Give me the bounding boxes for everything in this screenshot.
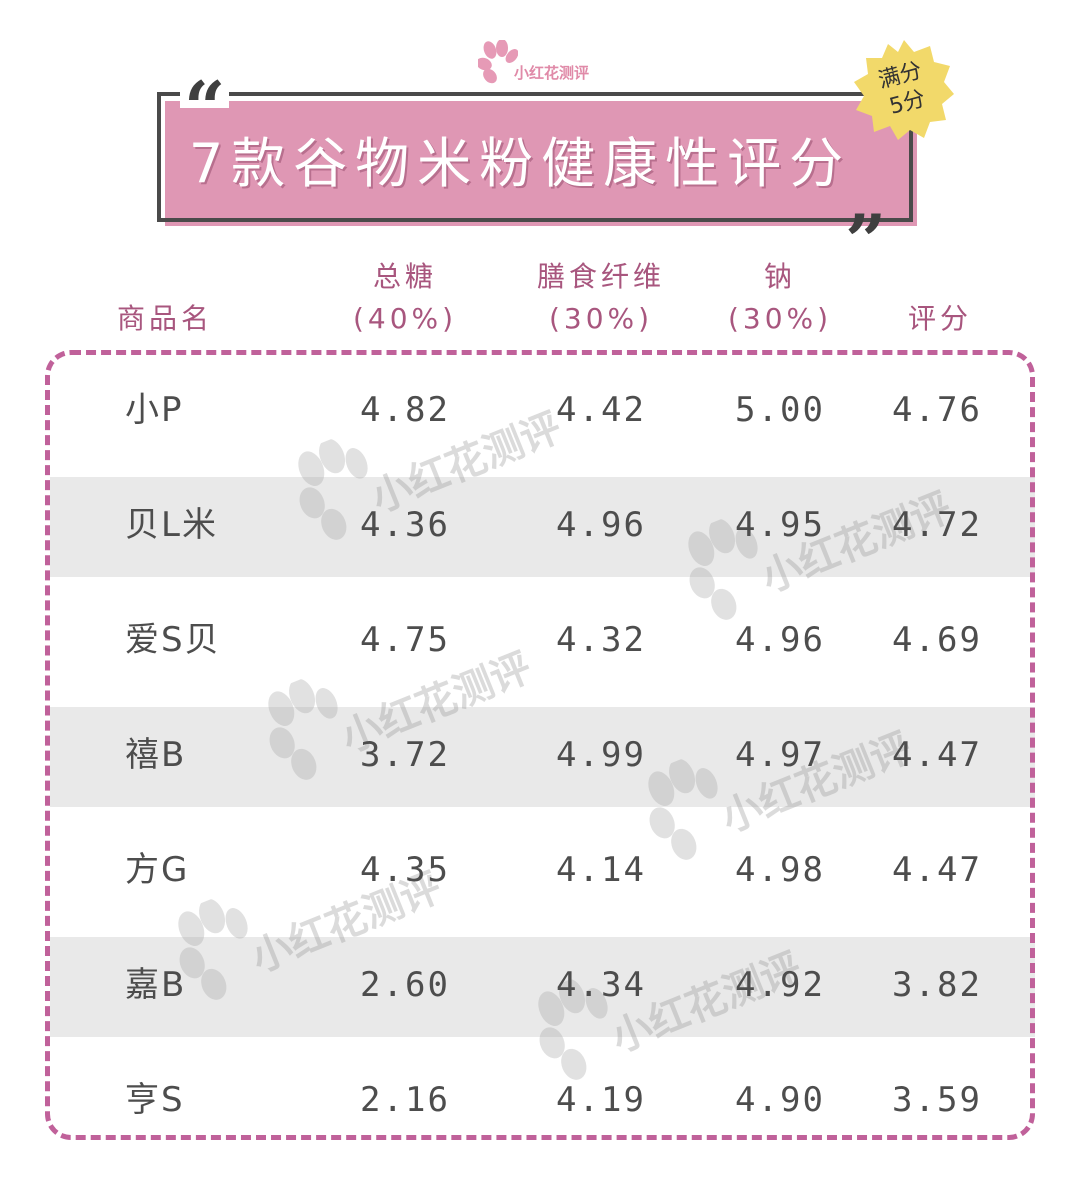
logo: 小红花测评 bbox=[476, 39, 618, 85]
flower-icon bbox=[268, 678, 338, 780]
product-name: 爱S贝 bbox=[125, 620, 221, 660]
header-sugar-weight: (40%) bbox=[352, 302, 458, 335]
total-score: 4.47 bbox=[892, 735, 982, 775]
open-quote-icon: “ bbox=[180, 72, 230, 108]
fiber-score: 4.96 bbox=[556, 505, 646, 545]
page-title: 7款谷物米粉健康性评分 bbox=[188, 132, 852, 195]
sodium-score: 4.92 bbox=[735, 965, 825, 1005]
flower-icon bbox=[298, 438, 368, 540]
header-sodium-label: 钠 bbox=[763, 260, 796, 293]
total-score: 3.59 bbox=[892, 1080, 982, 1120]
sodium-score: 5.00 bbox=[735, 390, 825, 430]
sodium-score: 4.95 bbox=[735, 505, 825, 545]
sugar-score: 4.75 bbox=[360, 620, 450, 660]
flower-icon bbox=[476, 39, 519, 84]
product-name: 小P bbox=[125, 390, 184, 430]
close-quote-icon: ” bbox=[845, 198, 887, 283]
total-score: 4.69 bbox=[892, 620, 982, 660]
header-sodium-weight: (30%) bbox=[727, 302, 833, 335]
fiber-score: 4.19 bbox=[556, 1080, 646, 1120]
sugar-score: 2.16 bbox=[360, 1080, 450, 1120]
sodium-score: 4.90 bbox=[735, 1080, 825, 1120]
header-fiber-weight: (30%) bbox=[548, 302, 654, 335]
flower-icon bbox=[178, 898, 248, 1000]
header-name: 商品名 bbox=[116, 302, 213, 335]
total-score: 4.72 bbox=[892, 505, 982, 545]
sugar-score: 4.82 bbox=[360, 390, 450, 430]
fiber-score: 4.42 bbox=[556, 390, 646, 430]
watermark: 小红花测评 bbox=[522, 944, 808, 1105]
header-sugar-label: 总糖 bbox=[372, 260, 437, 293]
sodium-score: 4.96 bbox=[735, 620, 825, 660]
title-frame bbox=[157, 92, 913, 222]
row-stripe bbox=[50, 477, 1035, 577]
header-score: 评分 bbox=[907, 302, 972, 335]
product-name: 方G bbox=[125, 850, 190, 890]
title-background bbox=[165, 101, 917, 226]
total-score: 4.47 bbox=[892, 850, 982, 890]
product-name: 嘉B bbox=[125, 965, 187, 1005]
watermark: 小红花测评 bbox=[282, 404, 568, 565]
table-border bbox=[45, 350, 1035, 1140]
fiber-score: 4.34 bbox=[556, 965, 646, 1005]
sugar-score: 3.72 bbox=[360, 735, 450, 775]
product-name: 禧B bbox=[125, 735, 187, 775]
sodium-score: 4.98 bbox=[735, 850, 825, 890]
row-stripe bbox=[50, 707, 1035, 807]
fiber-score: 4.14 bbox=[556, 850, 646, 890]
sodium-score: 4.97 bbox=[735, 735, 825, 775]
product-name: 亨S bbox=[125, 1080, 185, 1120]
header-sodium: 钠 (30%) bbox=[710, 256, 850, 340]
product-name: 贝L米 bbox=[125, 505, 218, 545]
watermark: 小红花测评 bbox=[162, 864, 448, 1025]
total-score: 3.82 bbox=[892, 965, 982, 1005]
watermark: 小红花测评 bbox=[252, 644, 538, 805]
fiber-score: 4.32 bbox=[556, 620, 646, 660]
badge-starburst bbox=[854, 40, 954, 140]
header-fiber-label: 膳食纤维 bbox=[536, 260, 665, 293]
header-sugar: 总糖 (40%) bbox=[325, 256, 485, 340]
watermark: 小红花测评 bbox=[672, 484, 958, 645]
header-fiber: 膳食纤维 (30%) bbox=[511, 256, 691, 340]
sugar-score: 4.36 bbox=[360, 505, 450, 545]
watermark: 小红花测评 bbox=[632, 724, 918, 885]
sugar-score: 4.35 bbox=[360, 850, 450, 890]
flower-icon bbox=[688, 518, 758, 620]
row-stripe bbox=[50, 937, 1035, 1037]
sugar-score: 2.60 bbox=[360, 965, 450, 1005]
flower-icon bbox=[538, 978, 608, 1080]
fiber-score: 4.99 bbox=[556, 735, 646, 775]
logo-text: 小红花测评 bbox=[514, 64, 590, 82]
flower-icon bbox=[648, 758, 718, 860]
total-score: 4.76 bbox=[892, 390, 982, 430]
